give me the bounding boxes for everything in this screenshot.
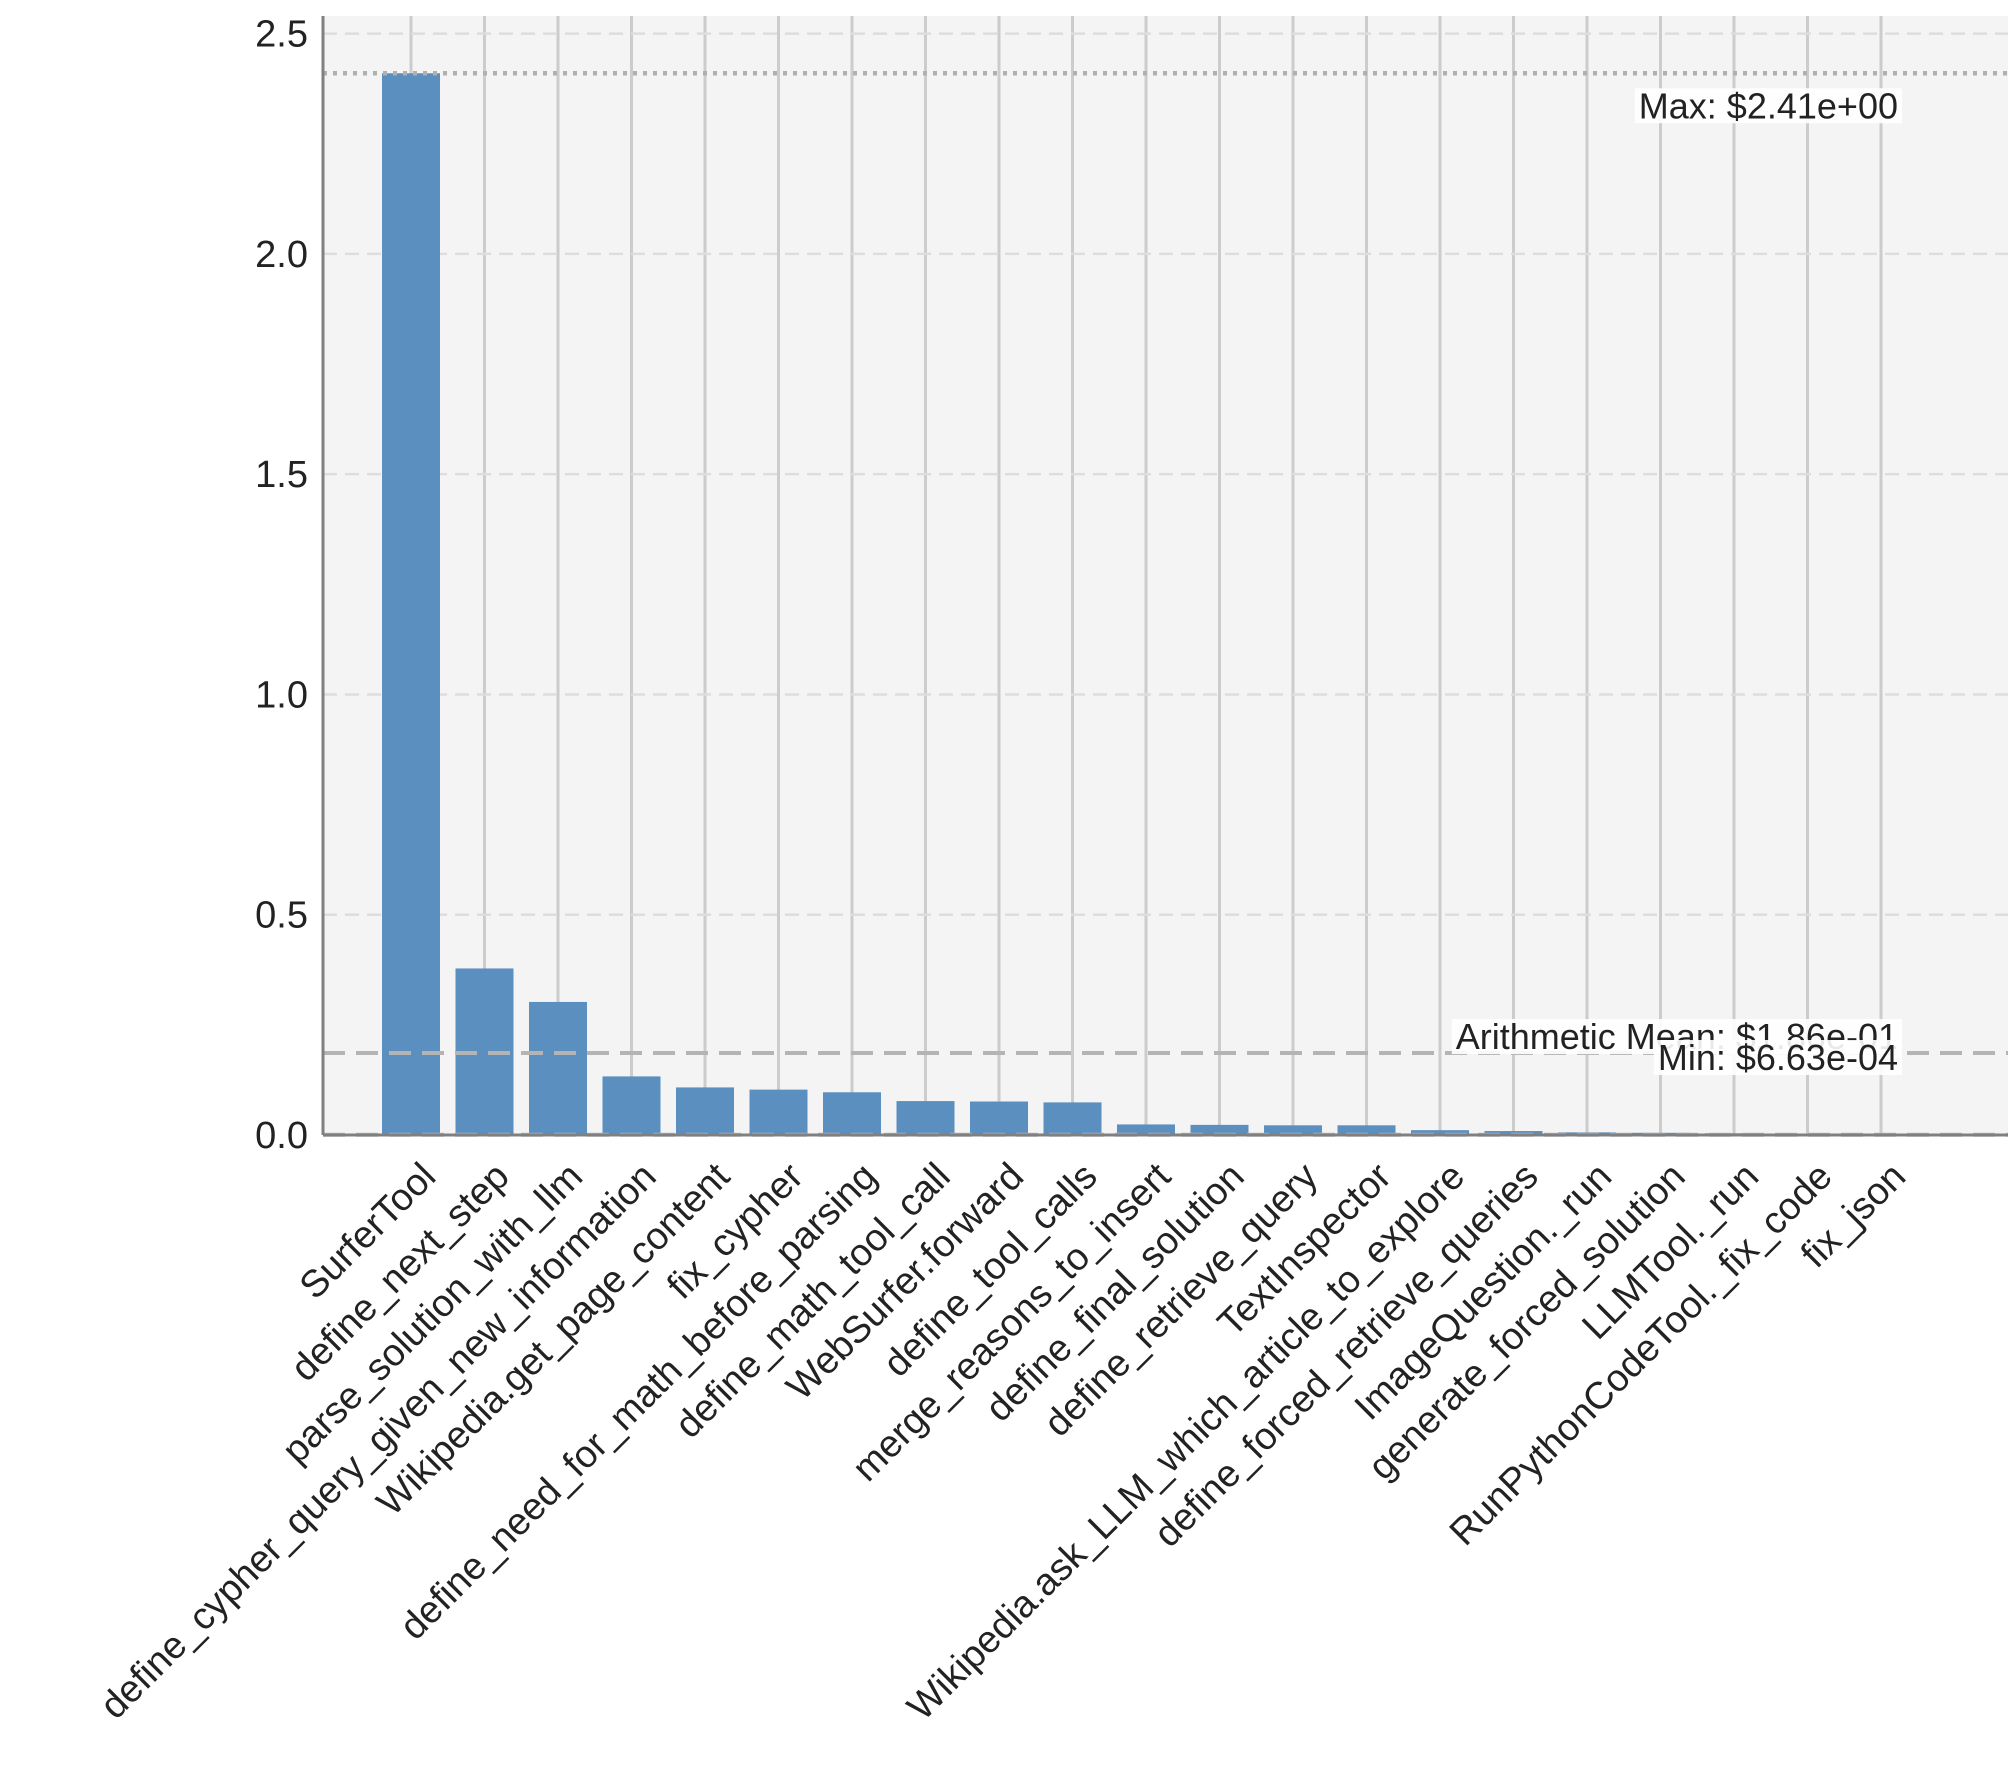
x-axis-labels: SurferTooldefine_next_stepparse_solution… (93, 1155, 1914, 1729)
bar (382, 73, 440, 1136)
max-reference-label: Max: $2.41e+00 (1639, 85, 1898, 126)
y-tick-label: 0.0 (255, 1115, 308, 1157)
bar (970, 1101, 1028, 1135)
horizontal-gridlines (323, 32, 2008, 916)
bars (382, 73, 1910, 1136)
y-tick-label: 1.0 (255, 674, 308, 716)
bar (676, 1087, 734, 1135)
min-label-background (1653, 1040, 1902, 1075)
y-axis-ticks: 0.0 0.5 1.0 1.5 2.0 2.5 (255, 14, 308, 1157)
bar (1337, 1125, 1396, 1135)
bar (749, 1089, 808, 1135)
bar (1190, 1124, 1249, 1135)
y-tick-label: 2.0 (255, 234, 308, 276)
y-tick-label: 2.5 (255, 14, 308, 56)
y-tick-label: 1.5 (255, 454, 308, 496)
bar (896, 1101, 955, 1135)
vertical-gridlines (409, 16, 1883, 1135)
min-reference-label: Min: $6.63e-04 (1658, 1037, 1898, 1078)
max-label-background (1634, 88, 1902, 124)
plot-area (323, 16, 2008, 1135)
bar (602, 1076, 661, 1135)
y-tick-label: 0.5 (255, 895, 308, 937)
bar (1117, 1124, 1175, 1135)
bar (823, 1092, 881, 1135)
x-tick-label: parse_solution_with_llm (275, 1155, 591, 1471)
bar (1264, 1125, 1322, 1135)
bar (1043, 1102, 1102, 1135)
bar (1411, 1130, 1469, 1135)
bar (529, 1001, 587, 1135)
